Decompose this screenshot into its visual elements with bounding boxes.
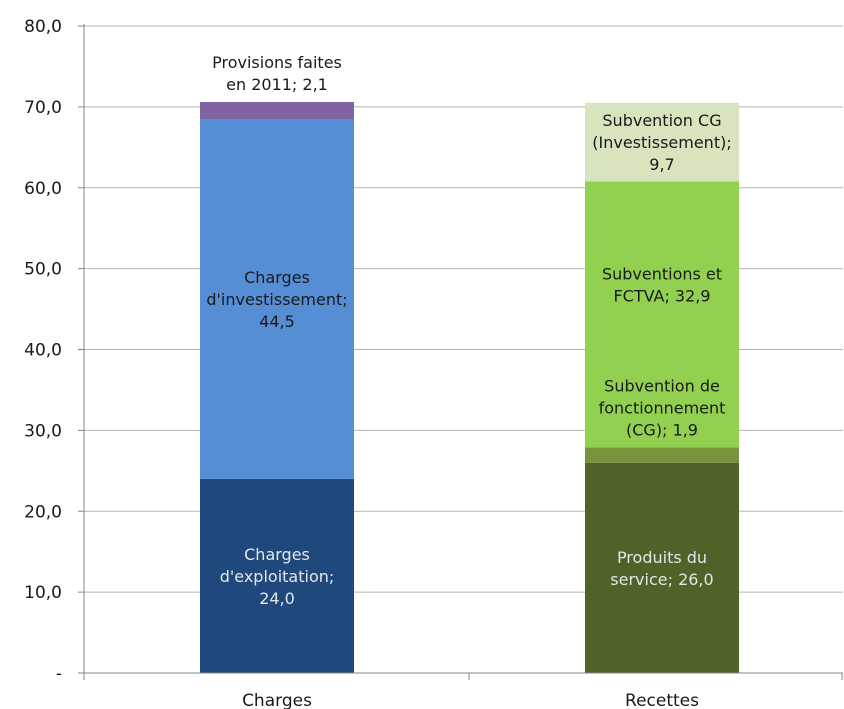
y-tick-label: 10,0 bbox=[24, 583, 62, 603]
y-tick-label: - bbox=[56, 664, 62, 684]
x-tick-label: Recettes bbox=[625, 691, 699, 709]
y-tick-label: 70,0 bbox=[24, 98, 62, 118]
x-tick-label: Charges bbox=[242, 691, 312, 709]
y-tick-label: 40,0 bbox=[24, 341, 62, 361]
data-label: Charges d'exploitation; 24,0 bbox=[220, 545, 335, 608]
axes: - 10,0 20,0 30,0 40,0 50,0 60,0 70,0 80,0 Charges… bbox=[24, 17, 843, 709]
labels: Charges d'exploitation; 24,0 Charges d'inves… bbox=[206, 53, 731, 608]
data-label: Subvention de fonctionnement (CG); 1,9 bbox=[599, 376, 726, 439]
y-tick-label: 80,0 bbox=[24, 17, 62, 37]
bar-segment bbox=[585, 462, 739, 673]
bar-segment bbox=[585, 102, 739, 182]
bars bbox=[200, 102, 739, 673]
y-tick-label: 50,0 bbox=[24, 260, 62, 280]
bar-segment bbox=[585, 181, 739, 448]
data-label: Provisions faites en 2011; 2,1 bbox=[212, 53, 342, 94]
y-tick-label: 20,0 bbox=[24, 502, 62, 522]
y-tick-label: 60,0 bbox=[24, 179, 62, 199]
bar-segment bbox=[200, 478, 354, 673]
bar-segment bbox=[585, 447, 739, 463]
data-label: Produits du service; 26,0 bbox=[610, 548, 713, 589]
bar-segment bbox=[200, 119, 354, 479]
data-label: Subvention CG (Investissement); 9,7 bbox=[592, 111, 731, 174]
data-label: Charges d'investissement; 44,5 bbox=[206, 268, 347, 331]
bar-segment bbox=[200, 102, 354, 120]
data-label: Subventions et FCTVA; 32,9 bbox=[602, 264, 722, 305]
y-tick-label: 30,0 bbox=[24, 421, 62, 441]
